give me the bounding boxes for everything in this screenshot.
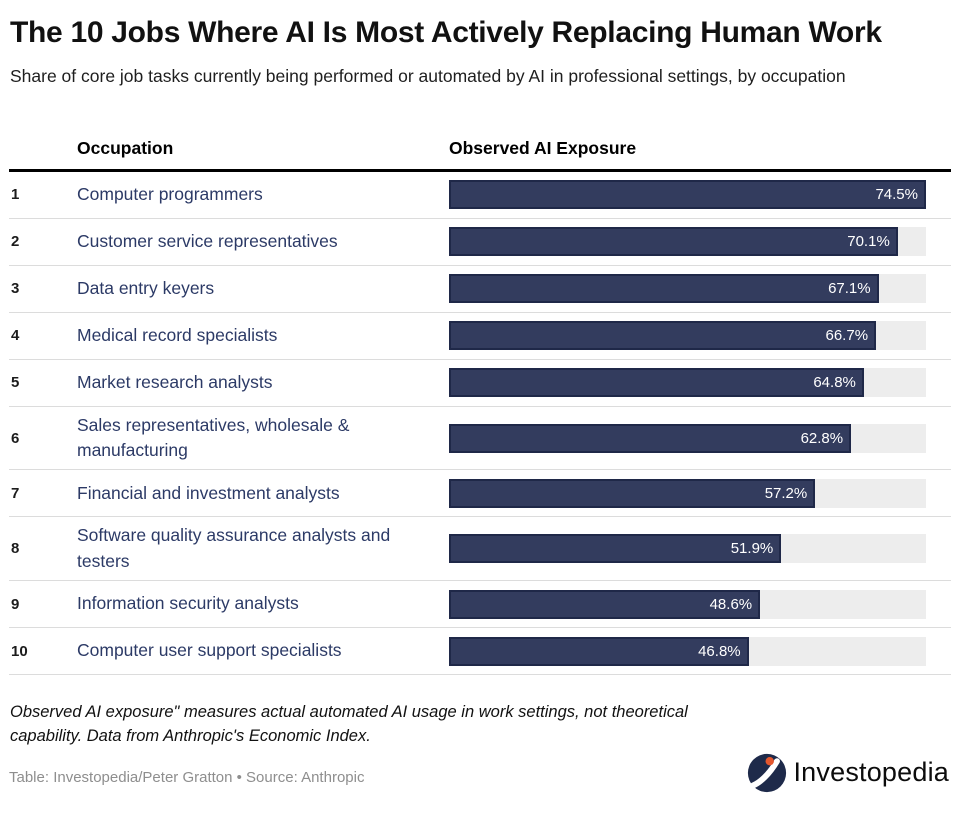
occupation-cell: Computer user support specialists [77, 640, 342, 661]
table-row: 7 Financial and investment analysts 57.2% [9, 470, 951, 518]
table-row: 4 Medical record specialists 66.7% [9, 313, 951, 360]
bar-track: 48.6% [449, 589, 926, 619]
bar-cell: 64.8% [449, 368, 951, 398]
bar-track: 74.5% [449, 180, 926, 210]
table-row: 9 Information security analysts 48.6% [9, 581, 951, 629]
bar-value-label: 67.1% [828, 280, 871, 298]
table-row: 1 Computer programmers 74.5% [9, 172, 951, 219]
bar-value-label: 51.9% [730, 540, 774, 558]
bar-track: 57.2% [449, 478, 926, 508]
bar-fill: 74.5% [449, 180, 926, 210]
rank-cell: 1 [11, 186, 20, 204]
bar-cell: 70.1% [449, 227, 951, 257]
bar-value-label: 57.2% [764, 484, 808, 502]
occupation-cell: Information security analysts [77, 593, 299, 614]
table-header-row: Occupation Observed AI Exposure [9, 126, 951, 172]
bar-cell: 48.6% [449, 589, 951, 619]
bar-cell: 67.1% [449, 274, 951, 304]
table-row: 3 Data entry keyers 67.1% [9, 266, 951, 313]
ai-exposure-table: Occupation Observed AI Exposure 1 Compute… [9, 126, 951, 676]
table-body: 1 Computer programmers 74.5% 2 Customer serv… [9, 172, 951, 676]
bar-cell: 74.5% [449, 180, 951, 210]
bar-cell: 57.2% [449, 478, 951, 508]
investopedia-logo: Investopedia [747, 753, 951, 793]
exposure-column-header: Observed AI Exposure [449, 137, 637, 158]
occupation-cell: Customer service representatives [77, 230, 338, 251]
bar-fill: 67.1% [449, 274, 879, 304]
bar-value-label: 74.5% [875, 186, 918, 204]
table-row: 5 Market research analysts 64.8% [9, 360, 951, 407]
occupation-cell: Market research analysts [77, 371, 273, 392]
bar-track: 46.8% [449, 636, 926, 666]
bar-track: 64.8% [449, 368, 926, 398]
rank-cell: 3 [11, 280, 20, 298]
credit-row: Table: Investopedia/Peter Gratton • Sour… [9, 753, 951, 793]
bar-fill: 48.6% [449, 589, 761, 619]
bar-value-label: 46.8% [698, 642, 741, 660]
table-row: 10 Computer user support specialists 46.8% [9, 628, 951, 676]
source-credit: Table: Investopedia/Peter Gratton • Sour… [9, 768, 365, 786]
bar-value-label: 66.7% [825, 327, 869, 345]
bar-fill: 62.8% [449, 423, 852, 453]
bar-fill: 46.8% [449, 636, 749, 666]
occupation-cell: Data entry keyers [77, 277, 215, 298]
occupation-cell: Medical record specialists [77, 324, 278, 345]
bar-cell: 46.8% [449, 636, 951, 666]
rank-cell: 4 [11, 327, 20, 345]
occupation-cell: Software quality assurance analysts and … [77, 525, 391, 571]
bar-value-label: 64.8% [813, 374, 856, 392]
bar-value-label: 48.6% [709, 595, 753, 613]
logo-wordmark: Investopedia [793, 757, 949, 788]
occupation-cell: Sales representatives, wholesale & manuf… [77, 414, 350, 461]
rank-cell: 9 [11, 595, 20, 613]
bar-track: 66.7% [449, 321, 926, 351]
table-row: 2 Customer service representatives 70.1% [9, 219, 951, 266]
table-row: 6 Sales representatives, wholesale & manu… [9, 407, 951, 471]
bar-cell: 62.8% [449, 423, 951, 453]
bar-fill: 70.1% [449, 227, 898, 257]
occupation-cell: Financial and investment analysts [77, 482, 340, 503]
footnote: Observed AI exposure" measures actual au… [10, 703, 688, 746]
bar-fill: 57.2% [449, 478, 816, 508]
bar-track: 51.9% [449, 534, 926, 564]
table-row: 8 Software quality assurance analysts and… [9, 517, 951, 582]
bar-track: 70.1% [449, 227, 926, 257]
page-title: The 10 Jobs Where AI Is Most Actively Re… [10, 16, 882, 49]
bar-fill: 64.8% [449, 368, 864, 398]
rank-cell: 5 [11, 374, 20, 392]
bar-fill: 66.7% [449, 321, 877, 351]
bar-cell: 66.7% [449, 321, 951, 351]
occupation-column-header: Occupation [77, 137, 174, 158]
bar-track: 67.1% [449, 274, 926, 304]
page-subtitle: Share of core job tasks currently being … [10, 65, 846, 86]
rank-cell: 6 [11, 429, 20, 447]
bar-value-label: 62.8% [800, 429, 844, 447]
occupation-cell: Computer programmers [77, 183, 263, 204]
rank-cell: 10 [11, 642, 28, 660]
rank-cell: 8 [11, 540, 20, 558]
rank-cell: 2 [11, 233, 20, 251]
bar-value-label: 70.1% [847, 233, 890, 251]
bar-cell: 51.9% [449, 534, 951, 564]
rank-cell: 7 [11, 484, 20, 502]
bar-fill: 51.9% [449, 534, 782, 564]
investopedia-i-circle-icon [747, 753, 787, 793]
bar-track: 62.8% [449, 423, 926, 453]
